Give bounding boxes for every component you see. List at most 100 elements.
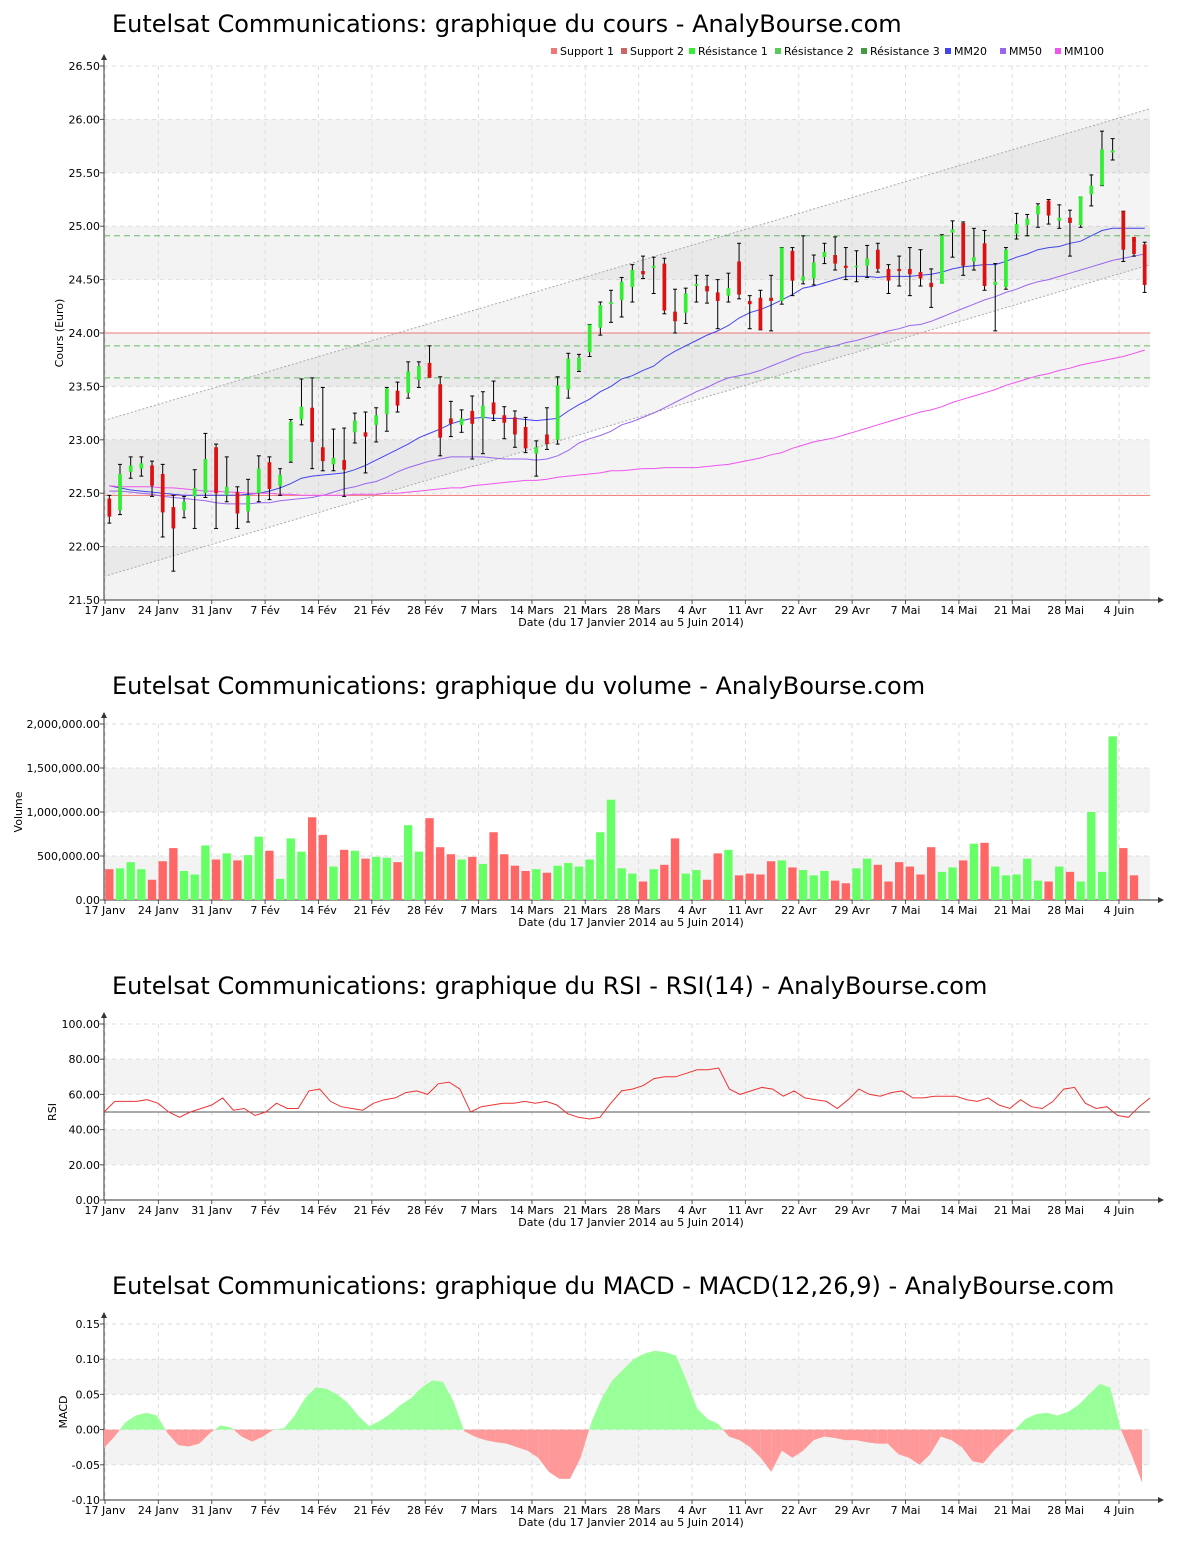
macd-area-segment [570,1429,581,1479]
volume-bar [1044,881,1053,900]
x-tick-label: 21 Fév [354,1204,391,1217]
volume-bar [425,818,434,900]
macd-area-segment [580,1429,590,1458]
volume-bar [510,865,520,900]
candle-body [203,459,208,494]
candle-body [1004,249,1008,288]
x-tick-label: 21 Mars [563,904,607,917]
volume-bar [959,860,968,900]
volume-bar [553,865,562,900]
candle-body [246,495,250,512]
candle-body [1132,236,1136,254]
x-tick-label: 24 Janv [138,1504,179,1517]
macd-area-segment [167,1429,179,1446]
legend-label: Résistance 2 [784,45,854,58]
macd-area-segment [538,1429,549,1472]
volume-bar [137,869,146,900]
volume-bar [275,878,285,900]
x-axis-arrow [1158,897,1164,903]
macd-area-segment [389,1404,401,1430]
macd-area-segment [612,1369,623,1430]
volume-bar [1033,880,1043,900]
volume-bar [948,867,957,900]
volume-bar [243,855,253,900]
y-axis-arrow [101,1012,107,1018]
macd-area-segment [898,1429,909,1458]
candle-body [267,462,272,489]
macd-area-segment [135,1412,147,1430]
macd-area-segment [834,1429,846,1441]
macd-area-segment [983,1429,994,1464]
x-tick-label: 21 Mars [563,604,607,617]
x-tick-label: 4 Avr [678,1504,707,1517]
macd-area-segment [739,1429,751,1448]
y-tick-label: -0.10 [72,1494,100,1507]
macd-area-segment [1099,1383,1111,1430]
x-tick-label: 7 Mars [460,904,497,917]
volume-bar [1097,871,1107,900]
volume-bar [372,856,381,900]
y-tick-label: 20.00 [69,1159,101,1172]
candle-body [342,460,347,470]
candle-body [897,268,902,272]
macd-area-segment [241,1429,253,1442]
x-tick-label: 17 Janv [85,604,126,617]
y-tick-label: 1,500,000.00 [27,762,100,775]
candle-body [673,311,677,322]
volume-bar [841,883,850,900]
volume-bar [265,850,274,900]
candle-body [587,324,592,353]
macd-area-segment [315,1387,327,1430]
macd-area-segment [665,1352,676,1430]
volume-bar [286,838,295,900]
macd-area-segment [262,1429,274,1437]
candle-body [875,249,880,269]
x-tick-label: 14 Fév [300,1504,337,1517]
candle-body [982,243,987,287]
candle-body [577,357,581,371]
y-tick-label: 40.00 [69,1124,101,1137]
candle-body [1121,211,1126,250]
candle-body [790,250,795,281]
macd-area-segment [856,1429,867,1443]
y-tick-label: 0.15 [76,1318,101,1331]
macd-area-segment [1004,1429,1015,1441]
legend-swatch [945,48,951,54]
macd-area-segment [919,1429,931,1465]
macd-area-segment [400,1397,412,1430]
volume-bar [169,848,178,900]
volume-bar [468,856,477,900]
x-axis-title: Date (du 17 Janvier 2014 au 5 Juin 2014) [518,1516,744,1529]
macd-area-segment [771,1429,782,1472]
candle-body [598,305,603,328]
legend-label: Résistance 3 [870,45,940,58]
candle-body [224,486,229,496]
x-tick-label: 7 Fév [250,604,280,617]
candle-body [235,492,240,514]
macd-area-segment [1131,1429,1142,1483]
volume-bar [382,857,392,900]
volume-bar [873,864,882,900]
volume-bar [969,843,979,900]
volume-bar [638,881,648,900]
candle-body [918,272,923,279]
y-tick-label: 25.00 [69,220,101,233]
candle-body [972,257,976,262]
candle-body [811,262,816,279]
macd-area-segment [233,1429,242,1437]
candle-body [1025,218,1030,226]
macd-area-segment [178,1429,189,1447]
macd-area-segment [1120,1429,1132,1455]
x-tick-label: 14 Mai [940,1204,977,1217]
volume-bar [681,873,690,900]
volume-bar [297,851,306,900]
volume-bar [606,799,616,900]
candle-body [609,302,613,305]
candle-body [886,268,891,281]
x-tick-label: 17 Janv [85,1504,126,1517]
x-tick-label: 24 Janv [138,904,179,917]
y-tick-label: 23.00 [69,434,101,447]
volume-bar [105,869,114,900]
macd-area-segment [866,1429,878,1444]
rsi-chart: 0.00 20.00 40.00 60.00 80.00 100.00 17 Janv 24 … [46,1012,1164,1229]
